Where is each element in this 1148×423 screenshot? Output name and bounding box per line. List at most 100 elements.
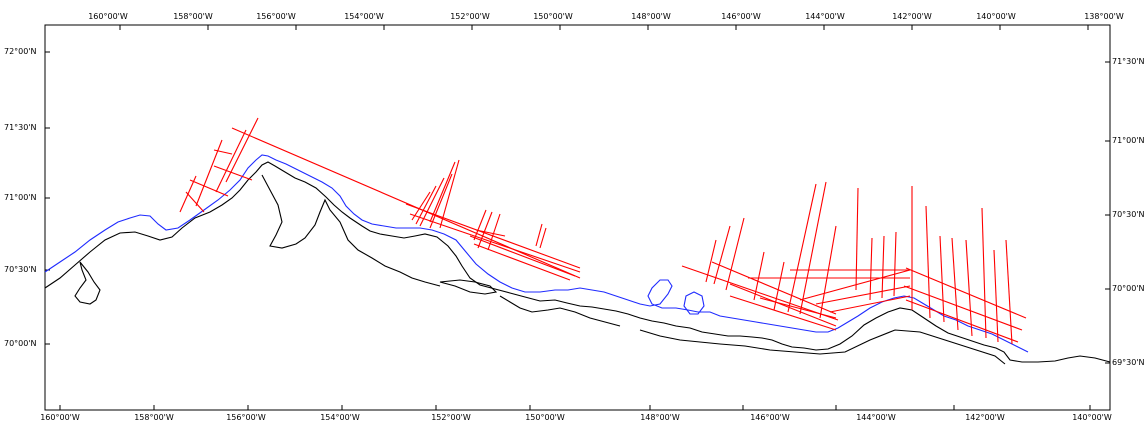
survey-line [903,285,1023,331]
bottom-axis-label: 152°00'W [431,413,471,422]
right-axis-label: 69°30'N [1112,358,1145,367]
top-axis-label: 150°00'W [533,12,573,21]
survey-line [185,191,205,213]
top-axis-label: 158°00'W [173,12,213,21]
top-axis: 160°00'W 158°00'W 156°00'W 154°00'W 152°… [88,12,1124,30]
survey-line [713,225,731,285]
coastline-inlet [261,174,441,287]
bottom-axis-label: 150°00'W [525,413,565,422]
survey-line [429,161,456,223]
survey-line [799,181,827,315]
left-axis-label: 70°00'N [4,339,37,348]
coastline-main [44,161,1111,363]
coastline-bay [499,295,621,327]
top-axis-label: 154°00'W [344,12,384,21]
survey-line [881,235,885,299]
coastline-island [74,261,101,305]
bottom-axis: 160°00'W 158°00'W 156°00'W 154°00'W 152°… [40,405,1112,422]
survey-line [477,211,493,249]
right-axis-label: 70°30'N [1112,210,1145,219]
survey-line [869,237,873,301]
top-axis-label: 144°00'W [805,12,845,21]
top-axis-label: 156°00'W [256,12,296,21]
survey-line [409,213,581,273]
right-axis-label: 71°30'N [1112,57,1145,66]
survey-line [787,183,817,313]
left-axis-label: 71°00'N [4,193,37,202]
bottom-axis-label: 144°00'W [856,413,896,422]
top-axis-label: 138°00'W [1084,12,1124,21]
survey-line [215,129,247,193]
survey-line [925,205,931,319]
survey-line [469,235,576,277]
survey-line [189,179,229,197]
survey-line [439,159,460,229]
survey-line [473,209,487,241]
top-axis-label: 148°00'W [631,12,671,21]
survey-line [429,173,453,229]
left-axis-label: 72°00'N [4,47,37,56]
left-axis-label: 70°30'N [4,265,37,274]
contour-main [44,154,1029,353]
survey-line [213,149,233,155]
coastline-island [439,279,498,295]
survey-line [419,177,445,227]
survey-line [855,187,859,291]
bottom-axis-label: 146°00'W [750,413,790,422]
survey-line [965,239,973,337]
survey-line [411,191,431,221]
top-axis-label: 160°00'W [88,12,128,21]
survey-line [711,261,837,315]
top-axis-label: 140°00'W [976,12,1016,21]
right-axis-label: 71°00'N [1112,136,1145,145]
top-axis-label: 142°00'W [892,12,932,21]
bottom-axis-label: 140°00'W [1072,413,1112,422]
survey-line [905,267,1027,319]
survey-line [799,269,911,301]
survey-line [819,225,837,319]
survey-line [729,283,837,327]
survey-line [951,237,959,331]
top-axis-label: 152°00'W [450,12,490,21]
survey-line [231,127,581,279]
survey-line [993,249,999,343]
bottom-axis-label: 160°00'W [40,413,80,422]
survey-line [213,165,253,181]
bottom-axis-label: 158°00'W [134,413,174,422]
survey-line [225,117,259,183]
survey-line [475,229,506,237]
top-axis-label: 146°00'W [721,12,761,21]
left-axis: 72°00'N 71°30'N 71°00'N 70°30'N 70°00'N [4,47,50,348]
left-axis-label: 71°30'N [4,123,37,132]
survey-line [773,261,785,311]
survey-line [939,235,945,323]
coastline-south [639,329,1006,365]
survey-line [725,217,745,291]
survey-line [981,207,987,339]
survey-lines [179,117,1027,345]
coastline [44,161,1111,365]
survey-line [535,223,543,247]
survey-line [415,185,437,225]
bottom-axis-label: 148°00'W [640,413,680,422]
survey-line [759,297,837,319]
map-frame [44,24,1111,411]
bottom-axis-label: 154°00'W [320,413,360,422]
contour-loop [683,291,705,315]
survey-line [729,295,837,331]
survey-line [1005,239,1013,345]
survey-line [753,251,765,301]
survey-line [893,231,897,297]
survey-line [905,299,1019,343]
survey-line [815,285,911,305]
bottom-axis-label: 142°00'W [965,413,1005,422]
survey-line [487,213,501,251]
survey-line [829,295,911,313]
survey-line [705,239,717,283]
right-axis-label: 70°00'N [1112,284,1145,293]
right-axis: 71°30'N 71°00'N 70°30'N 70°00'N 69°30'N [1105,57,1145,367]
survey-line [195,139,223,207]
survey-line [539,227,547,249]
depth-contour [44,154,1029,353]
